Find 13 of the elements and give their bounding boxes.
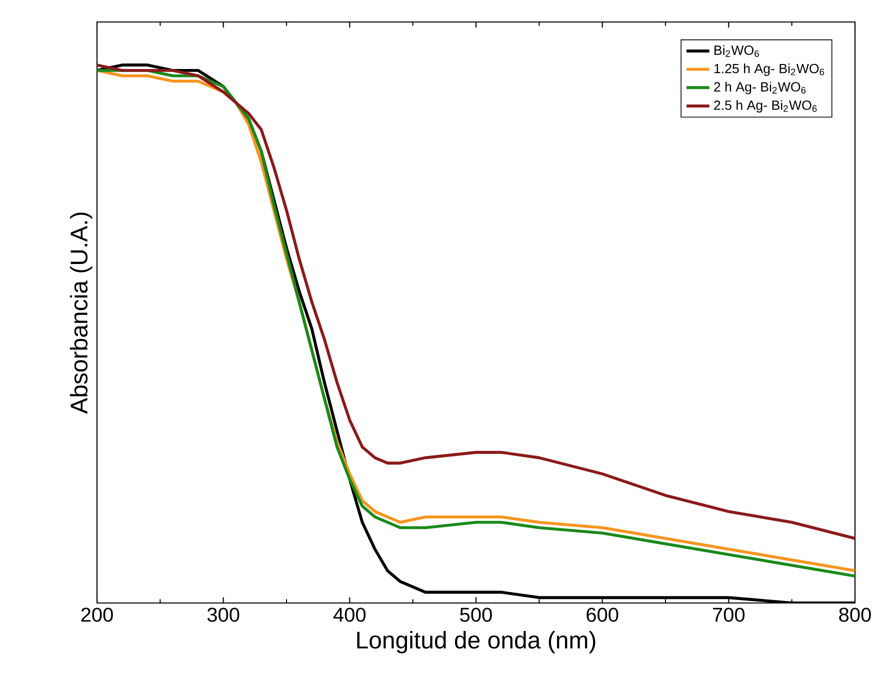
- legend-label: Bi$_{2}$WO$_{6}$: [714, 45, 759, 57]
- legend-label: 2.5 h Ag- Bi$_{2}$WO$_{6}$: [714, 100, 817, 113]
- legend-label: 2 h Ag- Bi$_{2}$WO$_{6}$: [714, 82, 806, 94]
- x-tick-label: 700: [713, 608, 745, 622]
- legend-label: 1.25 h Ag- Bi$_{2}$WO$_{6}$: [714, 63, 824, 76]
- x-tick-label: 500: [460, 608, 492, 622]
- x-tick-label: 200: [81, 608, 113, 622]
- x-tick-label: 300: [207, 608, 240, 622]
- x-tick-label: 800: [839, 608, 871, 622]
- x-tick-label: 600: [586, 608, 618, 622]
- y-axis-title: Absorbancia (U.A.): [70, 212, 92, 414]
- x-tick-label: 400: [333, 608, 366, 622]
- x-axis-title: Longitud de onda (nm): [357, 631, 596, 654]
